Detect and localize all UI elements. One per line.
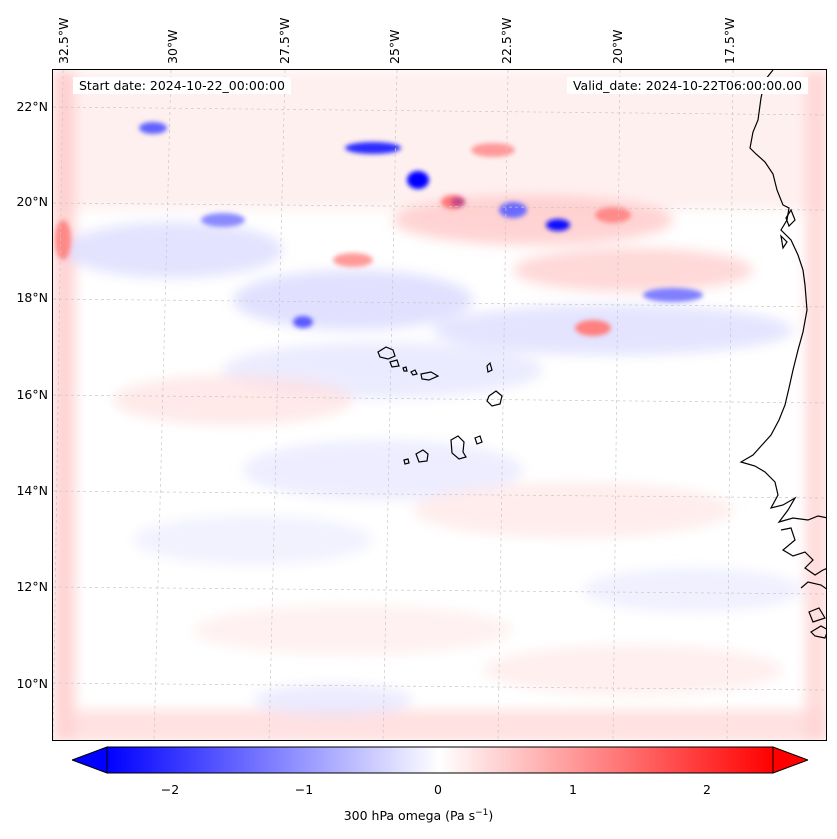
lon-tick-label: 20°W	[610, 29, 625, 64]
omega-shading-broad	[53, 70, 826, 740]
africa-coastline	[808, 607, 826, 623]
colorbar-tick-label: −2	[160, 782, 180, 797]
africa-coastline	[780, 234, 788, 250]
colorbar-label-exponent: −1	[475, 808, 489, 818]
lat-tick-label: 10°N	[16, 676, 48, 691]
colorbar-tick-label: 1	[569, 782, 577, 797]
lat-tick-label: 12°N	[16, 579, 48, 594]
africa-coastline	[780, 527, 826, 576]
colorbar-tick-label: −1	[294, 782, 314, 797]
colorbar-tick-label: 2	[703, 782, 711, 797]
map-panel	[52, 69, 827, 741]
cape-verde-islands	[377, 346, 503, 465]
valid-date-label: Valid_date: 2024-10-22T06:00:00.00	[566, 77, 808, 94]
lat-tick-label: 22°N	[16, 99, 48, 114]
lon-tick-label: 17.5°W	[722, 17, 737, 64]
africa-coastline	[800, 581, 826, 590]
colorbar-label: 300 hPa omega (Pa s−1)	[0, 808, 837, 823]
colorbar-gradient	[106, 746, 774, 774]
colorbar-tick-label: 0	[434, 782, 442, 797]
africa-coastline	[810, 625, 826, 639]
colorbar	[72, 746, 808, 774]
lat-tick-label: 20°N	[16, 194, 48, 209]
lat-tick-label: 18°N	[16, 290, 48, 305]
lat-tick-label: 14°N	[16, 483, 48, 498]
colorbar-label-text: 300 hPa omega (Pa s	[343, 808, 476, 824]
colorbar-extend-max	[772, 746, 808, 774]
africa-coastline	[739, 70, 826, 524]
lat-tick-label: 16°N	[16, 387, 48, 402]
colorbar-extend-min	[72, 746, 108, 774]
lon-tick-label: 30°W	[165, 29, 180, 64]
omega-field-map	[53, 70, 826, 740]
lon-tick-label: 27.5°W	[277, 17, 292, 64]
lon-tick-label: 32.5°W	[56, 17, 71, 64]
map-gridlines	[53, 70, 826, 740]
colorbar-label-close: )	[488, 808, 494, 824]
lon-tick-label: 25°W	[387, 29, 402, 64]
lon-tick-label: 22.5°W	[499, 17, 514, 64]
africa-coastline	[785, 208, 796, 228]
start-date-label: Start date: 2024-10-22_00:00:00	[73, 77, 291, 94]
